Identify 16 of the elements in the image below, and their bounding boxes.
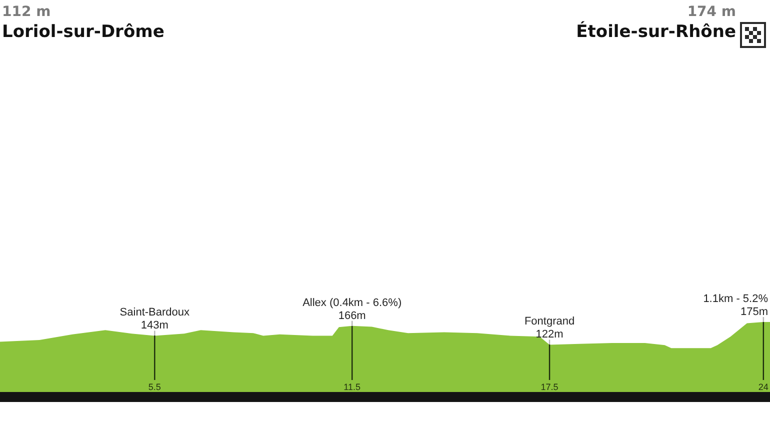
text: Loriol-sur-Drôme <box>2 21 164 43</box>
data-label: 143m <box>140 320 168 332</box>
text: 112 m <box>2 4 52 21</box>
x-tick-label: 17.5 <box>540 382 558 392</box>
data-label: 175m <box>740 306 768 318</box>
text: 174 m <box>686 4 736 21</box>
ref-line-label: Fontgrand <box>524 316 575 328</box>
x-tick-label: 24 <box>758 382 768 392</box>
ref-line-label: Allex (0.4km - 6.6%) <box>302 296 402 309</box>
ref-line-label: Saint-Bardoux <box>120 306 190 319</box>
data-label: 122m <box>536 328 564 341</box>
ref-line-label: 1.1km - 5.2% <box>703 293 768 305</box>
data-label: 166m <box>338 310 366 322</box>
x-tick-label: 5.5 <box>148 382 161 392</box>
x-tick-label: 11.5 <box>344 382 361 392</box>
text: Étoile-sur-Rhône <box>576 21 736 43</box>
